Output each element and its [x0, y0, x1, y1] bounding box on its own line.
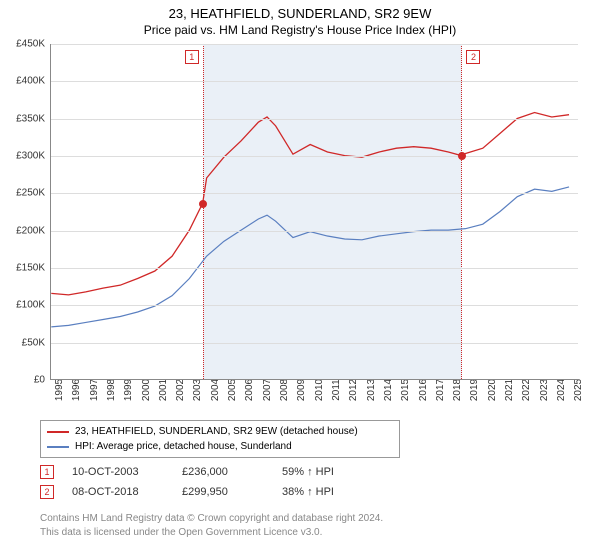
x-tick-label: 2000	[141, 379, 152, 401]
x-tick-label: 2020	[487, 379, 498, 401]
x-tick-label: 2007	[262, 379, 273, 401]
footer-line-1: Contains HM Land Registry data © Crown c…	[40, 512, 383, 526]
gridline	[51, 305, 578, 306]
x-tick-label: 2011	[331, 379, 342, 401]
legend-swatch	[47, 431, 69, 433]
sale-date: 10-OCT-2003	[72, 466, 182, 478]
x-tick-label: 2023	[539, 379, 550, 401]
legend-item: 23, HEATHFIELD, SUNDERLAND, SR2 9EW (det…	[47, 424, 393, 439]
legend-item: HPI: Average price, detached house, Sund…	[47, 439, 393, 454]
y-tick-label: £400K	[16, 76, 45, 87]
y-tick-label: £100K	[16, 300, 45, 311]
sale-date: 08-OCT-2018	[72, 486, 182, 498]
legend: 23, HEATHFIELD, SUNDERLAND, SR2 9EW (det…	[40, 420, 400, 458]
x-tick-label: 2014	[383, 379, 394, 401]
gridline	[51, 44, 578, 45]
gridline	[51, 81, 578, 82]
chart-title: 23, HEATHFIELD, SUNDERLAND, SR2 9EW	[0, 6, 600, 21]
x-tick-label: 2015	[400, 379, 411, 401]
x-tick-label: 1999	[123, 379, 134, 401]
chart-subtitle: Price paid vs. HM Land Registry's House …	[0, 23, 600, 37]
x-tick-label: 2013	[366, 379, 377, 401]
footer-line-2: This data is licensed under the Open Gov…	[40, 526, 383, 540]
gridline	[51, 119, 578, 120]
gridline	[51, 193, 578, 194]
y-tick-label: £200K	[16, 225, 45, 236]
sale-marker-dot	[199, 200, 207, 208]
x-tick-label: 2019	[469, 379, 480, 401]
sale-marker-badge: 2	[466, 50, 480, 64]
title-block: 23, HEATHFIELD, SUNDERLAND, SR2 9EW Pric…	[0, 0, 600, 39]
gridline	[51, 156, 578, 157]
x-tick-label: 2001	[158, 379, 169, 401]
x-tick-label: 2024	[556, 379, 567, 401]
sale-row-badge: 1	[40, 465, 54, 479]
sale-row: 1 10-OCT-2003£236,00059% ↑ HPI	[40, 462, 372, 482]
x-tick-label: 2018	[452, 379, 463, 401]
x-tick-label: 2010	[314, 379, 325, 401]
gridline	[51, 231, 578, 232]
sale-price: £299,950	[182, 486, 282, 498]
sale-price: £236,000	[182, 466, 282, 478]
x-tick-label: 2002	[175, 379, 186, 401]
x-tick-label: 1996	[71, 379, 82, 401]
plot-area: 12	[50, 44, 578, 380]
y-tick-label: £300K	[16, 151, 45, 162]
x-tick-label: 2008	[279, 379, 290, 401]
footer-attribution: Contains HM Land Registry data © Crown c…	[40, 512, 383, 539]
y-tick-label: £50K	[22, 337, 45, 348]
x-tick-label: 1998	[106, 379, 117, 401]
x-tick-label: 2009	[296, 379, 307, 401]
x-tick-label: 2012	[348, 379, 359, 401]
x-tick-label: 2025	[573, 379, 584, 401]
y-tick-label: £350K	[16, 113, 45, 124]
chart-lines	[51, 44, 578, 379]
y-tick-label: £150K	[16, 263, 45, 274]
legend-label: HPI: Average price, detached house, Sund…	[75, 441, 292, 452]
legend-swatch	[47, 446, 69, 448]
sale-row-badge: 2	[40, 485, 54, 499]
sale-hpi: 59% ↑ HPI	[282, 466, 372, 478]
x-tick-label: 2003	[192, 379, 203, 401]
y-tick-label: £450K	[16, 39, 45, 50]
gridline	[51, 343, 578, 344]
x-tick-label: 2006	[244, 379, 255, 401]
x-tick-label: 2021	[504, 379, 515, 401]
y-tick-label: £250K	[16, 188, 45, 199]
x-tick-label: 1997	[89, 379, 100, 401]
sale-marker-badge: 1	[185, 50, 199, 64]
sale-hpi: 38% ↑ HPI	[282, 486, 372, 498]
x-tick-label: 2016	[418, 379, 429, 401]
chart-container: 23, HEATHFIELD, SUNDERLAND, SR2 9EW Pric…	[0, 0, 600, 560]
x-tick-label: 1995	[54, 379, 65, 401]
x-tick-label: 2004	[210, 379, 221, 401]
gridline	[51, 268, 578, 269]
sale-marker-dot	[458, 152, 466, 160]
x-tick-label: 2022	[521, 379, 532, 401]
sales-table: 1 10-OCT-2003£236,00059% ↑ HPI 2 08-OCT-201…	[40, 462, 372, 502]
x-tick-label: 2017	[435, 379, 446, 401]
sale-row: 2 08-OCT-2018£299,95038% ↑ HPI	[40, 482, 372, 502]
x-tick-label: 2005	[227, 379, 238, 401]
y-tick-label: £0	[34, 375, 45, 386]
legend-label: 23, HEATHFIELD, SUNDERLAND, SR2 9EW (det…	[75, 426, 358, 437]
